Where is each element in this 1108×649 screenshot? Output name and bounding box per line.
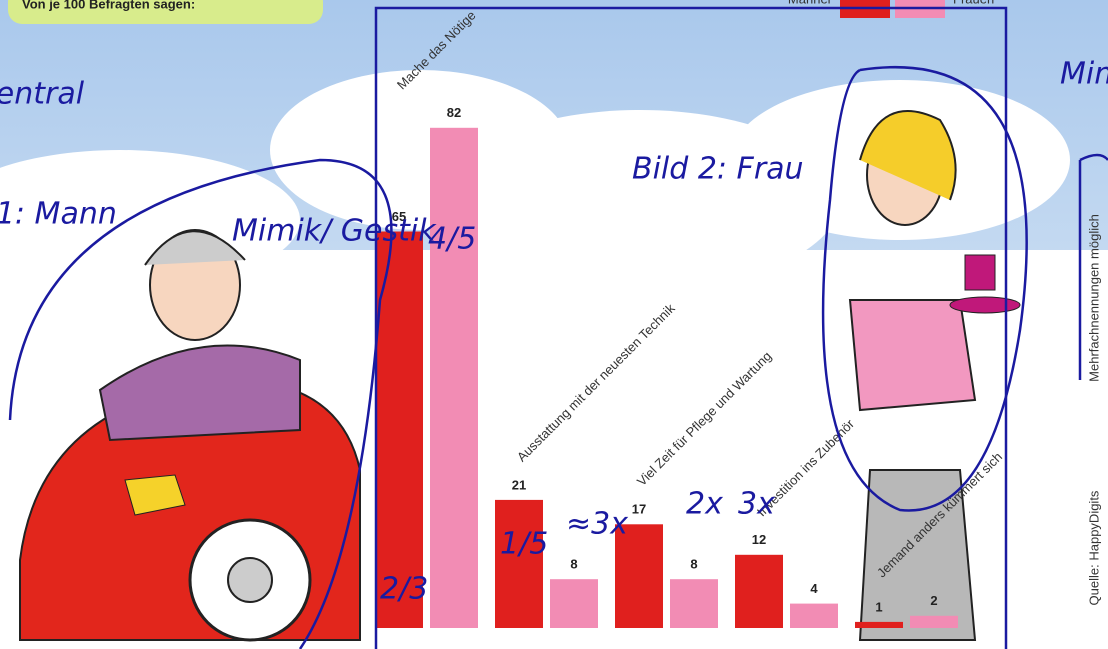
data-label: 1 [875, 599, 882, 614]
note: Mehrfachnennungen möglich [1086, 214, 1101, 382]
data-label: 82 [447, 105, 461, 120]
bar [495, 500, 543, 628]
data-label: 4 [810, 581, 818, 596]
source: Quelle: HappyDigits [1086, 490, 1101, 605]
bar [430, 128, 478, 628]
legend-label: Männer [788, 0, 833, 6]
annotation: 1/5 [500, 527, 548, 562]
annotation: ≈3x [566, 507, 628, 542]
annotation: Mimik/ Gestik [232, 214, 437, 249]
legend-label: Frauen [953, 0, 994, 6]
bar [735, 555, 783, 628]
chart: Von je 100 Befragten sagen: 6582Mache da… [0, 0, 1108, 649]
data-label: 2 [930, 593, 937, 608]
annotation: 4/5 [428, 222, 476, 257]
annotation: zentral [0, 77, 85, 112]
annotation: Bild 1: Mann [0, 197, 117, 232]
annotation: 2/3 [380, 572, 428, 607]
annotation: 3x [738, 487, 775, 522]
chart-title: Von je 100 Befragten sagen: [22, 0, 195, 11]
annotation: Bild 2: Frau [632, 152, 804, 187]
bar [910, 616, 958, 628]
data-label: 12 [752, 532, 766, 547]
bar [670, 579, 718, 628]
data-label: 21 [512, 477, 526, 492]
bar [855, 622, 903, 628]
bar [550, 579, 598, 628]
annotation: Mimik Gestik [1060, 57, 1108, 92]
data-label: 8 [570, 557, 577, 572]
data-label: 17 [632, 502, 646, 517]
annotation: 2x [686, 487, 723, 522]
data-label: 8 [690, 557, 697, 572]
bar [790, 604, 838, 628]
